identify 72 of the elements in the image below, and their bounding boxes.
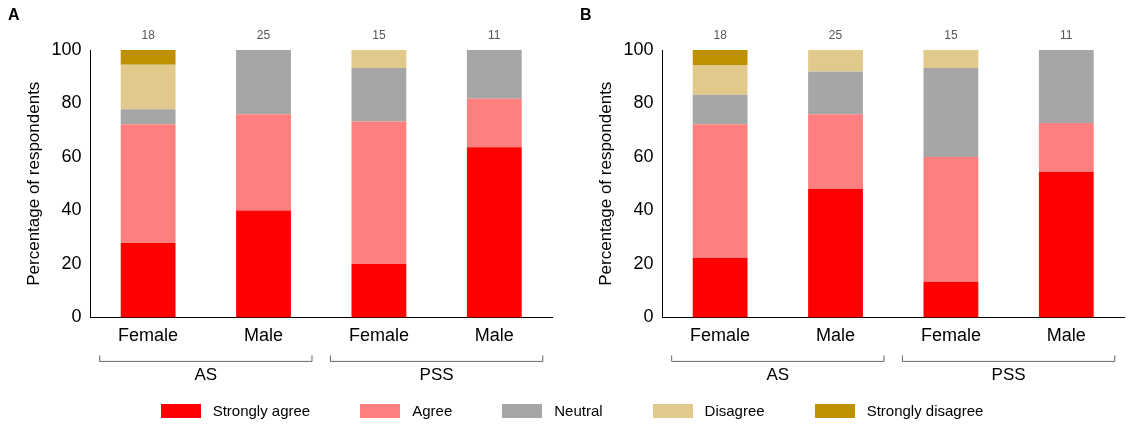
x-tick-label: Female: [348, 325, 409, 346]
x-tick-label: Male: [816, 325, 856, 346]
text: 11: [1060, 28, 1073, 43]
legend-label: Strongly disagree: [866, 402, 984, 419]
text: 15: [944, 28, 958, 43]
bar: [236, 50, 291, 115]
text: 15: [372, 28, 386, 43]
bar: [923, 281, 979, 318]
bar: [351, 121, 407, 264]
bar: [120, 50, 176, 65]
bar: [692, 94, 748, 125]
bar: [923, 50, 979, 68]
x-tick-label: Female: [920, 325, 981, 346]
text: 25: [256, 28, 271, 43]
chart-title: A: [8, 6, 20, 24]
text: 18: [713, 28, 728, 43]
text: 11: [488, 28, 501, 43]
bar: [692, 50, 748, 65]
bar: [1038, 171, 1094, 318]
bar: [466, 147, 522, 318]
bar: [351, 67, 407, 122]
y-tick-label: 40: [633, 199, 654, 220]
bar: [808, 189, 863, 318]
bar: [236, 210, 291, 318]
bar: [692, 258, 748, 318]
y-tick-label: 80: [61, 92, 82, 113]
x-tick-label: Female: [690, 325, 751, 346]
y-tick-label: 0: [71, 306, 82, 327]
y-tick-label: 60: [61, 145, 82, 166]
x-tick-label: Male: [474, 325, 514, 346]
y-axis-title: Percentage of respondents: [23, 81, 43, 286]
y-axis-title: Percentage of respondents: [595, 81, 615, 286]
y-tick-label: 40: [61, 199, 82, 220]
y-tick-label: 60: [633, 145, 654, 166]
text: 25: [828, 28, 843, 43]
bar: [466, 98, 522, 148]
bar: [923, 67, 979, 157]
legend-label: Neutral: [554, 402, 603, 419]
bar: [466, 50, 522, 99]
bar: [351, 263, 407, 318]
bar: [120, 243, 176, 318]
legend-label: Agree: [412, 402, 453, 419]
x-tick-label: Male: [1046, 325, 1086, 346]
y-tick-label: 0: [643, 306, 654, 327]
legend-label: Strongly agree: [212, 402, 311, 419]
x-tick-label: Male: [244, 325, 284, 346]
y-tick-label: 20: [633, 252, 654, 273]
bar: [236, 114, 291, 211]
chart-title: B: [580, 6, 592, 24]
bar: [808, 114, 863, 190]
bar: [1038, 50, 1094, 123]
bar: [808, 71, 863, 115]
bar: [808, 50, 863, 72]
bar: [923, 156, 979, 282]
text: AS: [766, 364, 790, 384]
y-tick-label: 100: [623, 38, 654, 59]
bar: [120, 109, 176, 125]
bar: [692, 124, 748, 259]
y-tick-label: 80: [633, 92, 654, 113]
text: PSS: [419, 364, 454, 384]
bar: [1038, 123, 1094, 172]
legend-label: Disagree: [704, 402, 765, 419]
x-tick-label: Female: [118, 325, 179, 346]
y-tick-label: 100: [51, 38, 82, 59]
text: AS: [194, 364, 218, 384]
text: PSS: [991, 364, 1026, 384]
bar: [120, 64, 176, 110]
text: 18: [141, 28, 156, 43]
bar: [351, 50, 407, 68]
bar: [692, 64, 748, 95]
y-tick-label: 20: [61, 252, 82, 273]
bar: [120, 124, 176, 244]
